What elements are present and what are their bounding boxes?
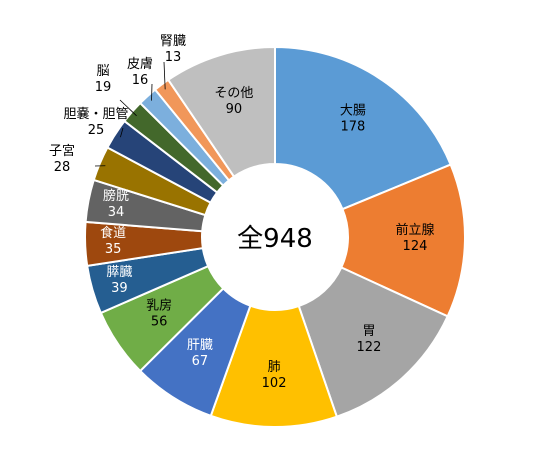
center-total-label: 全948 [237,224,313,254]
slice-1 [340,163,466,318]
slice-label-6: 膵臓 [106,265,132,280]
slice-label-14: その他 [214,86,253,101]
slice-label-8: 膀胱 [103,188,129,204]
slice-label-0: 大腸 [340,104,366,119]
leader-line-11 [119,99,137,117]
slice-label-4: 肝臓 [187,338,213,353]
slice-label-3: 肺 [268,360,281,375]
slice-14 [166,45,276,178]
leader-line-13 [163,61,166,90]
slice-value-8: 34 [108,205,125,220]
slice-2 [297,266,449,418]
slice-value-9: 28 [54,160,71,175]
slice-label-5: 乳房 [146,298,172,314]
leader-line-10 [120,127,124,138]
slice-0 [274,45,452,211]
slice-value-2: 122 [357,340,382,355]
slice-value-1: 124 [403,239,428,254]
slice-value-14: 90 [226,102,243,117]
slice-value-13: 13 [165,50,182,65]
slice-value-5: 56 [151,315,168,330]
slice-label-11: 脳 [96,64,109,79]
slice-label-10: 胆嚢・胆管 [63,106,128,122]
slice-label-9: 子宮 [49,143,75,159]
leader-lines-group [94,61,166,167]
slice-value-4: 67 [192,354,209,369]
slices-group [84,45,466,428]
slice-label-13: 腎臓 [160,34,186,49]
slice-value-12: 16 [132,73,149,88]
slice-label-1: 前立腺 [395,222,434,238]
slice-value-6: 39 [111,281,128,296]
slice-3 [209,304,339,428]
slice-value-3: 102 [262,376,287,391]
slice-label-2: 胃 [362,324,375,339]
slice-value-0: 178 [340,120,365,135]
slice-label-12: 皮膚 [127,56,153,72]
slice-value-11: 19 [95,80,112,95]
slice-value-7: 35 [105,242,122,257]
slice-value-10: 25 [88,123,105,138]
slice-label-7: 食道 [100,225,126,241]
